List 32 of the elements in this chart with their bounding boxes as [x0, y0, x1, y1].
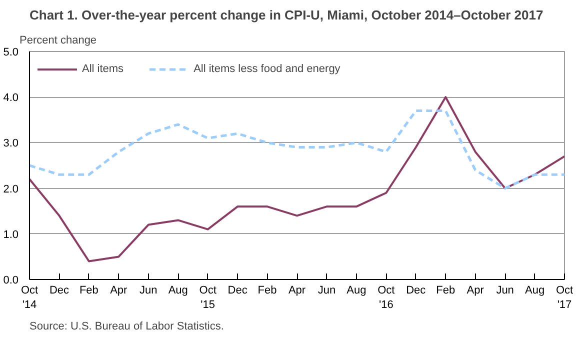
- line-series: [30, 110, 564, 190]
- y-tick-label: 0.0: [3, 274, 19, 286]
- x-tick-label: Oct '15: [199, 284, 216, 311]
- source-note: Source: U.S. Bureau of Labor Statistics.: [30, 320, 224, 332]
- y-axis-title: Percent change: [20, 34, 97, 46]
- legend-label: All items less food and energy: [194, 63, 340, 75]
- x-tick-label: Dec: [406, 284, 426, 296]
- line-series: [30, 96, 564, 262]
- x-tick-label: Aug: [346, 284, 366, 296]
- x-tick-label: Oct '16: [378, 284, 395, 311]
- x-tick-label: Oct '14: [20, 284, 38, 311]
- x-tick-label: Feb: [258, 284, 277, 296]
- x-tick-label: Jun: [140, 284, 158, 296]
- y-tick-label: 5.0: [3, 46, 19, 58]
- y-tick-label: 2.0: [3, 183, 19, 196]
- x-tick-label: Jun: [496, 284, 514, 296]
- y-tick-label: 3.0: [3, 138, 19, 150]
- x-tick-label: Apr: [466, 284, 484, 296]
- x-tick-label: Aug: [168, 284, 188, 296]
- chart-title: Chart 1. Over-the-year percent change in CPI-U, Miami, October 2014–October 2017: [30, 8, 544, 22]
- x-tick-label: Dec: [228, 284, 248, 296]
- x-tick-label: Aug: [524, 284, 545, 296]
- y-tick-label: 1.0: [3, 228, 19, 241]
- x-tick-label: Apr: [288, 284, 306, 296]
- y-tick-label: 4.0: [3, 92, 19, 104]
- x-tick-label: Jun: [318, 284, 336, 296]
- x-tick-label: Apr: [110, 284, 128, 296]
- x-tick-label: Dec: [49, 284, 70, 296]
- legend-label: All items: [82, 63, 124, 75]
- x-tick-label: Feb: [436, 284, 456, 296]
- x-tick-label: Oct '17: [556, 284, 574, 311]
- x-tick-label: Feb: [79, 284, 98, 296]
